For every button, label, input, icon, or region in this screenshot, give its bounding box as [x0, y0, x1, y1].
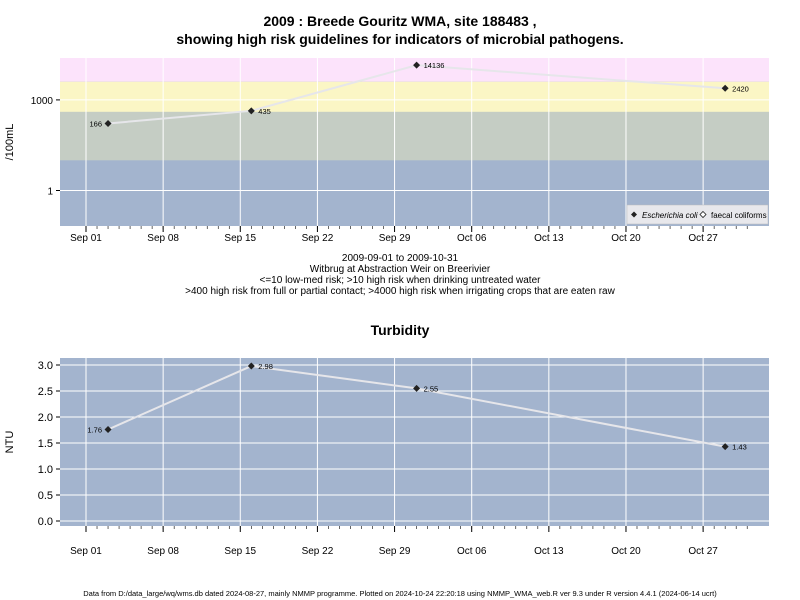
bottom-y-tick-label: 0.5: [38, 490, 53, 502]
caption-risk-contact: >400 high risk from full or partial cont…: [185, 286, 615, 297]
risk-band-high: [60, 81, 769, 112]
legend-faecal-label: faecal coliforms: [711, 211, 767, 220]
top-chart-title-line2: showing high risk guidelines for indicat…: [176, 31, 624, 47]
footer-note: Data from D:/data_large/wq/wms.db dated …: [83, 589, 717, 598]
ecoli-point: [721, 84, 729, 92]
bottom-chart-title: Turbidity: [370, 322, 430, 338]
top-x-tick-label: Sep 22: [302, 233, 334, 244]
top-x-tick-label: Oct 06: [457, 233, 487, 244]
ecoli-data-label: 166: [90, 119, 103, 128]
bottom-x-tick-label: Sep 29: [379, 546, 411, 557]
bottom-y-tick-label: 2.0: [38, 412, 53, 424]
caption-risk-drinking: <=10 low-med risk; >10 high risk when dr…: [259, 275, 541, 286]
top-chart-title-line1: 2009 : Breede Gouritz WMA, site 188483 ,: [263, 13, 537, 29]
turbidity-point: [721, 443, 729, 451]
risk-band-medium: [60, 111, 769, 161]
bottom-y-tick-label: 2.5: [38, 386, 53, 398]
turbidity-point: [104, 425, 112, 433]
caption-site-name: Witbrug at Abstraction Weir on Breerivie…: [309, 264, 491, 275]
bottom-x-tick-label: Sep 15: [224, 546, 256, 557]
turbidity-data-label: 2.98: [258, 362, 273, 371]
bottom-x-tick-label: Oct 20: [611, 546, 641, 557]
legend-box: [626, 204, 769, 225]
ecoli-data-label: 435: [258, 107, 271, 116]
risk-band-very-high: [60, 58, 769, 82]
ecoli-point: [413, 61, 421, 69]
turbidity-data-label: 1.76: [87, 425, 102, 434]
legend-ecoli-label: Escherichia coli: [642, 211, 698, 220]
top-x-tick-label: Sep 01: [70, 233, 102, 244]
bottom-x-tick-label: Sep 22: [302, 546, 334, 557]
top-y-tick-label: 1: [47, 187, 53, 198]
top-x-tick-label: Oct 20: [611, 233, 641, 244]
turbidity-data-label: 1.43: [732, 443, 747, 452]
ecoli-data-label: 2420: [732, 84, 749, 93]
top-x-tick-label: Oct 27: [688, 233, 718, 244]
bottom-y-axis-label: NTU: [4, 431, 16, 454]
top-x-tick-label: Sep 29: [379, 233, 411, 244]
turbidity-plot-background: [60, 358, 769, 526]
legend-ecoli-marker: [631, 211, 637, 218]
bottom-x-tick-label: Oct 27: [688, 546, 718, 557]
bottom-y-tick-label: 1.5: [38, 438, 53, 450]
top-x-tick-label: Oct 13: [534, 233, 564, 244]
turbidity-point: [413, 384, 421, 392]
turbidity-data-label: 2.55: [424, 384, 439, 393]
top-x-tick-label: Sep 08: [147, 233, 179, 244]
bottom-y-tick-label: 0.0: [38, 516, 53, 528]
bottom-x-tick-label: Oct 06: [457, 546, 487, 557]
legend-faecal-marker: [699, 210, 707, 219]
turbidity-point: [247, 362, 255, 370]
bottom-x-tick-label: Sep 01: [70, 546, 102, 557]
bottom-y-tick-label: 1.0: [38, 464, 53, 476]
ecoli-point: [104, 119, 112, 127]
ecoli-series-line: [107, 64, 726, 125]
bottom-y-tick-label: 3.0: [38, 360, 53, 372]
bottom-x-tick-label: Sep 08: [147, 546, 179, 557]
ecoli-data-label: 14136: [424, 61, 445, 70]
caption-date-range: 2009-09-01 to 2009-10-31: [341, 253, 459, 264]
ecoli-point: [247, 107, 255, 115]
turbidity-series-line: [107, 365, 726, 448]
bottom-x-tick-label: Oct 13: [534, 546, 564, 557]
top-y-tick-label: 1000: [31, 96, 54, 107]
top-y-axis-label: /100mL: [4, 124, 16, 161]
top-x-tick-label: Sep 15: [224, 233, 256, 244]
